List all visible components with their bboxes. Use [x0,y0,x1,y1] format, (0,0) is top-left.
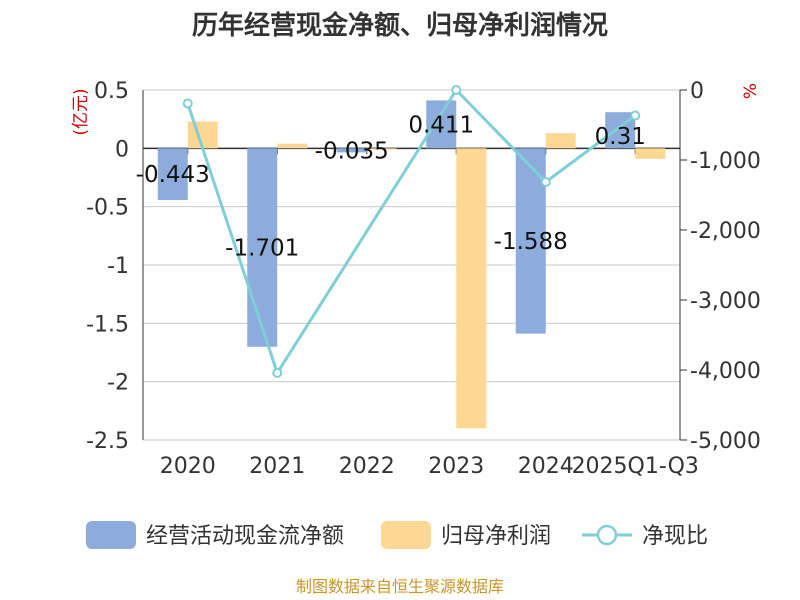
y-right-tick-label: -5,000 [690,429,761,454]
y-left-tick-label: -2.5 [86,429,129,454]
net-profit-bar [635,148,666,159]
legend-swatch [86,521,136,549]
ratio-point [272,367,283,378]
net-profit-bar [456,148,487,429]
legend-label: 经营活动现金流净额 [146,524,344,549]
x-tick-label: 2020 [160,454,216,479]
y-left-tick-label: -1 [107,254,129,279]
cashflow-data-label: -1.588 [494,229,568,255]
cashflow-bar [336,148,367,153]
y-right-tick-label: -1,000 [690,149,761,174]
x-tick-label: 2024 [518,454,574,479]
y-left-tick-label: -0.5 [86,196,129,221]
cashflow-bar [426,100,457,149]
cashflow-data-label: -0.443 [136,162,210,188]
legend-label: 净现比 [642,524,708,549]
y-left-unit: (亿元) [71,88,91,135]
cashflow-data-label: 0.411 [408,112,474,138]
y-right-tick-label: 0 [690,79,704,104]
net-profit-bar [277,143,308,149]
cashflow-bar [157,148,188,201]
cashflow-data-label: 0.31 [595,124,646,150]
cashflow-data-label: -0.035 [315,138,389,164]
x-tick-label: 2021 [249,454,305,479]
ratio-point [630,110,641,121]
bars [157,100,666,429]
legend-marker [596,524,618,546]
ratio-point [540,176,551,187]
data-labels: -0.443 -1.701 -0.035 0.411 -1.588 0.31 [136,112,646,261]
chart-title: 历年经营现金净额、归母净利润情况 [192,10,608,41]
y-left-tick-label: 0.5 [94,79,129,104]
axes: 0.5 0 -0.5 -1 -1.5 -2 -2.5 0 -1,000 -2,000 -3,000 -… [71,79,761,479]
legend-label: 归母净利润 [441,524,551,549]
y-right-tick-label: -4,000 [690,359,761,384]
cashflow-data-label: -1.701 [225,236,299,262]
y-right-unit: % [741,83,761,99]
cashflow-bar [515,148,546,334]
x-tick-label: 2023 [428,454,484,479]
y-left-tick-label: -2 [107,371,129,396]
y-left-tick-label: -1.5 [86,312,129,337]
ratio-point [182,98,193,109]
y-right-tick-label: -2,000 [690,219,761,244]
legend: 经营活动现金流净额 归母净利润 净现比 [86,521,708,549]
ratio-line [182,85,641,378]
source-note: 制图数据来自恒生聚源数据库 [296,577,504,596]
legend-swatch [381,521,431,549]
x-tick-label: 2022 [339,454,395,479]
cashflow-bar [247,148,278,347]
net-profit-bar [366,148,397,150]
net-profit-bar [187,121,218,149]
x-tick-label: 2025Q1-Q3 [572,454,699,479]
ratio-point [451,85,462,95]
y-left-tick-label: 0 [115,137,129,162]
net-profit-bar [545,133,576,149]
y-right-tick-label: -3,000 [690,289,761,314]
